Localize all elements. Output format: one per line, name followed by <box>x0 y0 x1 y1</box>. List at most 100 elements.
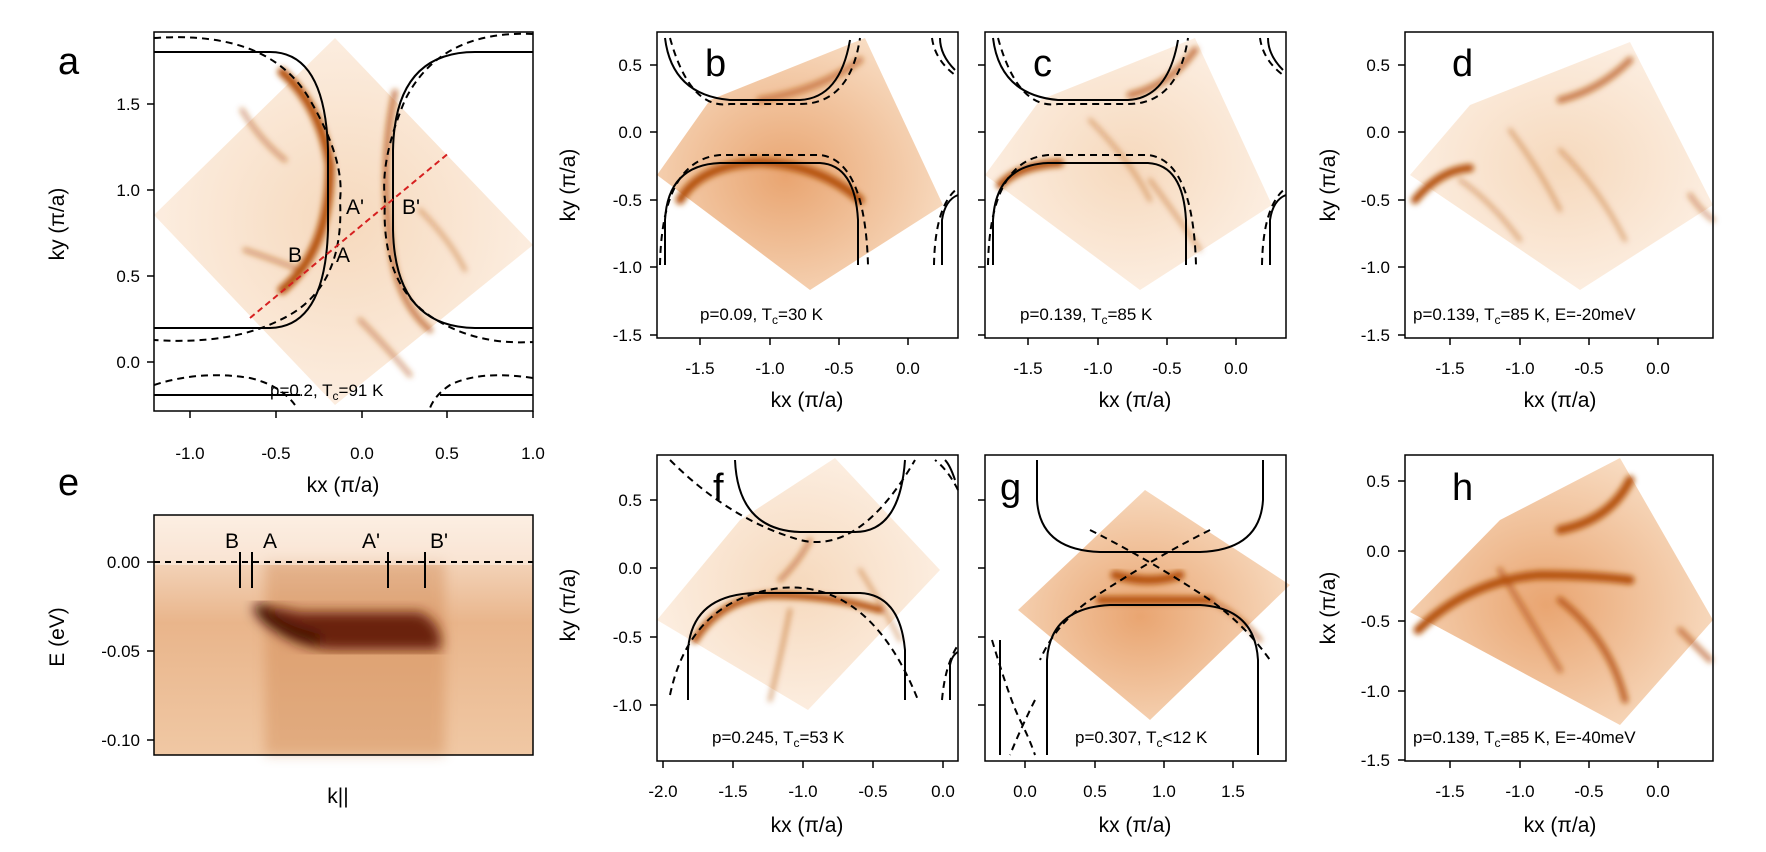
panel-b-xlabel: kx (π/a) <box>771 389 844 412</box>
panel-e-ytick: -0.05 <box>101 642 140 661</box>
panel-g-xtick: 1.0 <box>1152 782 1176 801</box>
panel-e-ylabel: E (eV) <box>46 607 69 667</box>
panel-f-label: f <box>713 467 724 509</box>
panel-g-xtick: 0.5 <box>1083 782 1107 801</box>
panel-b-xtick: -0.5 <box>824 359 853 378</box>
panel-c-xtick: -0.5 <box>1152 359 1181 378</box>
panel-a-label: a <box>58 41 80 83</box>
panel-a-ytick: 0.5 <box>116 267 140 286</box>
panel-f-xtick: -1.0 <box>788 782 817 801</box>
panel-b-xtick: -1.0 <box>755 359 784 378</box>
panel-h-xtick: -1.0 <box>1505 782 1534 801</box>
panel-a-xtick: 0.0 <box>350 444 374 463</box>
panel-c-xtick: -1.0 <box>1083 359 1112 378</box>
panel-h-xtick: 0.0 <box>1646 782 1670 801</box>
panel-g-label: g <box>1000 467 1021 509</box>
panel-h-ytick: 0.5 <box>1366 472 1390 491</box>
panel-e: e 0.00 -0.05 -0.10 E (eV) k|| B A A' B' <box>46 462 534 808</box>
panel-b-caption: p=0.09, Tc=30 K <box>700 305 824 327</box>
panel-b-xtick: -1.5 <box>685 359 714 378</box>
panel-b: b -1.5 -1.0 -0.5 0.0 0.5 0.0 -0.5 -1.0 -… <box>557 31 959 412</box>
panel-h-ytick: 0.0 <box>1366 542 1390 561</box>
panel-d-xtick: 0.0 <box>1646 359 1670 378</box>
panel-b-xtick: 0.0 <box>896 359 920 378</box>
panel-h-ylabel: kx (π/a) <box>1317 572 1340 645</box>
panel-e-point-label: A <box>263 530 277 553</box>
panel-f-ylabel: ky (π/a) <box>557 569 580 642</box>
panel-d-xtick: -1.0 <box>1505 359 1534 378</box>
panel-f-xtick: -2.0 <box>648 782 677 801</box>
panel-a-ytick: 0.0 <box>116 353 140 372</box>
panel-a-xtick: -1.0 <box>175 444 204 463</box>
panel-a-xlabel: kx (π/a) <box>307 474 380 497</box>
panel-h-caption: p=0.139, Tc=85 K, E=-40meV <box>1413 728 1636 750</box>
panel-d-caption: p=0.139, Tc=85 K, E=-20meV <box>1413 305 1636 327</box>
panel-e-xlabel: k|| <box>327 785 348 808</box>
panel-a-xtick: 1.0 <box>521 444 545 463</box>
panel-c-caption: p=0.139, Tc=85 K <box>1020 305 1153 327</box>
panel-h-intensity-map <box>1410 458 1713 725</box>
panel-h-ytick: -1.5 <box>1361 751 1390 770</box>
panel-f-ytick: 0.5 <box>618 491 642 510</box>
panel-c-xlabel: kx (π/a) <box>1099 389 1172 412</box>
panel-f-xtick: 0.0 <box>931 782 955 801</box>
panel-f-xlabel: kx (π/a) <box>771 814 844 837</box>
panel-c-label: c <box>1033 43 1052 85</box>
panel-f-caption: p=0.245, Tc=53 K <box>712 728 845 750</box>
panel-f-ytick: -1.0 <box>613 696 642 715</box>
panel-f-xtick: -0.5 <box>858 782 887 801</box>
panel-c: c -1.5 -1.0 -0.5 0.0 kx (π/a) p=0.139, T… <box>978 31 1287 412</box>
panel-a-caption: p=0.2, Tc=91 K <box>270 381 384 403</box>
panel-h-label: h <box>1452 467 1473 509</box>
panel-b-ytick: -1.5 <box>613 326 642 345</box>
panel-f-intensity-map <box>657 458 940 710</box>
panel-a-point-label: B <box>288 244 302 267</box>
panel-a-ytick: 1.5 <box>116 95 140 114</box>
panel-a-ylabel: ky (π/a) <box>46 188 69 261</box>
panel-a-ytick: 1.0 <box>116 181 140 200</box>
panel-a-xtick: 0.5 <box>435 444 459 463</box>
panel-h: h -1.5 -1.0 -0.5 0.0 0.5 0.0 -0.5 -1.0 -… <box>1317 454 1714 837</box>
panel-b-label: b <box>705 43 726 85</box>
panel-d-ytick: -1.0 <box>1361 258 1390 277</box>
panel-a-point-label: A <box>336 244 350 267</box>
panel-b-ytick: -0.5 <box>613 191 642 210</box>
panel-h-xtick: -0.5 <box>1574 782 1603 801</box>
panel-g-xtick: 1.5 <box>1221 782 1245 801</box>
panel-a-point-label: B' <box>402 196 420 219</box>
panel-g: g 0.0 0.5 1.0 1.5 kx (π/a) p=0.307, Tc<1… <box>978 454 1290 837</box>
panel-d: d -1.5 -1.0 -0.5 0.0 0.5 0.0 -0.5 -1.0 -… <box>1317 31 1716 412</box>
panel-d-intensity-map <box>1410 42 1713 290</box>
panel-d-xtick: -0.5 <box>1574 359 1603 378</box>
panel-e-point-label: B' <box>430 530 448 553</box>
panel-a-xtick: -0.5 <box>261 444 290 463</box>
panel-e-point-label: B <box>225 530 239 553</box>
panel-f-ytick: 0.0 <box>618 559 642 578</box>
panel-h-ytick: -1.0 <box>1361 682 1390 701</box>
panel-f-xtick: -1.5 <box>718 782 747 801</box>
panel-e-ytick: 0.00 <box>107 553 140 572</box>
panel-e-label: e <box>58 462 79 504</box>
panel-b-ylabel: ky (π/a) <box>557 149 580 222</box>
panel-c-xtick: -1.5 <box>1013 359 1042 378</box>
panel-d-ytick: -1.5 <box>1361 326 1390 345</box>
panel-g-xlabel: kx (π/a) <box>1099 814 1172 837</box>
panel-f: f -2.0 -1.5 -1.0 -0.5 0.0 0.5 0.0 -0.5 -… <box>557 454 959 837</box>
panel-d-xlabel: kx (π/a) <box>1524 389 1597 412</box>
panel-h-ytick: -0.5 <box>1361 612 1390 631</box>
panel-a-point-label: A' <box>346 196 364 219</box>
panel-d-xtick: -1.5 <box>1435 359 1464 378</box>
panel-a-intensity-map <box>154 38 533 405</box>
panel-d-label: d <box>1452 43 1473 85</box>
panel-b-ytick: -1.0 <box>613 258 642 277</box>
panel-c-xtick: 0.0 <box>1224 359 1248 378</box>
panel-b-ytick: 0.0 <box>618 123 642 142</box>
panel-g-caption: p=0.307, Tc<12 K <box>1075 728 1208 750</box>
panel-g-xtick: 0.0 <box>1013 782 1037 801</box>
panel-d-ytick: -0.5 <box>1361 191 1390 210</box>
panel-a-cut-line <box>249 151 451 319</box>
panel-a: a -1.0 -0.5 0.0 0.5 1.0 1.5 1.0 0.5 0.0 … <box>46 31 545 497</box>
panel-b-ytick: 0.5 <box>618 56 642 75</box>
panel-d-ytick: 0.0 <box>1366 123 1390 142</box>
